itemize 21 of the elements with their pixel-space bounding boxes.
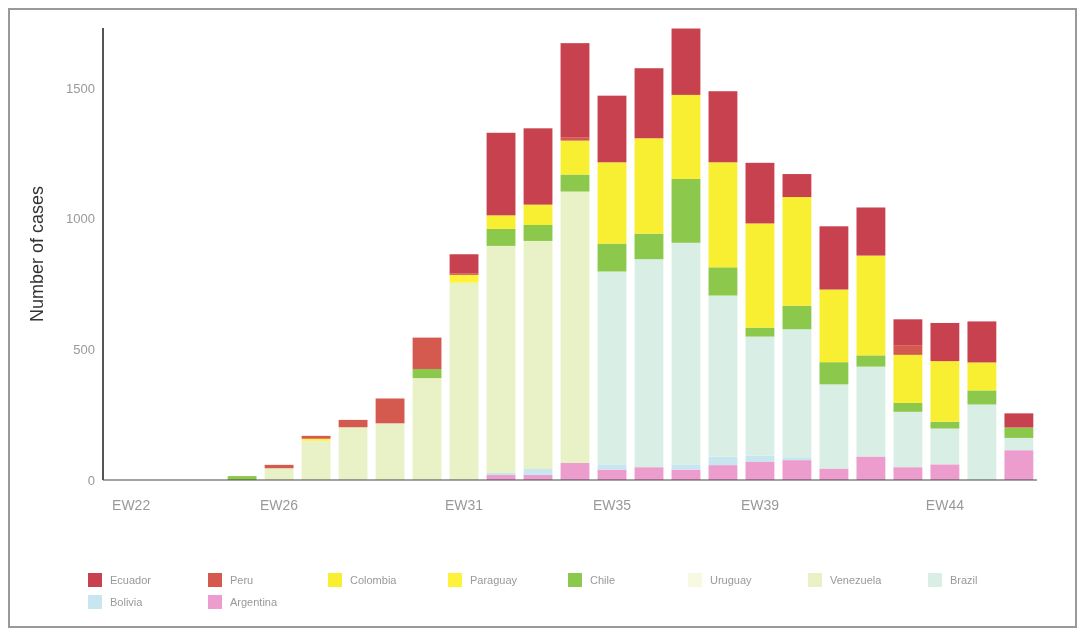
legend-label: Colombia: [350, 573, 398, 586]
y-tick-label: 500: [73, 341, 95, 357]
x-tick-label: EW22: [112, 497, 151, 513]
legend-label: Paraguay: [470, 573, 518, 586]
legend-label: Bolivia: [110, 595, 144, 608]
y-tick-label: 1000: [66, 211, 95, 227]
y-axis-title: Number of cases: [27, 185, 47, 323]
legend-label: Argentina: [230, 595, 278, 608]
x-tick-label: EW35: [592, 497, 632, 513]
x-tick-label: EW26: [260, 497, 299, 513]
x-tick-label: EW39: [740, 497, 780, 513]
x-tick-label: EW31: [444, 497, 484, 513]
legend-label: Ecuador: [110, 573, 152, 586]
legend-label: Chile: [590, 573, 616, 586]
legend-label: Uruguay: [710, 573, 753, 586]
y-tick-label: 1500: [66, 80, 95, 96]
legend-label: Peru: [230, 573, 254, 586]
y-tick-label: 0: [87, 472, 95, 488]
legend-label: Brazil: [950, 573, 978, 586]
legend-label: Venezuela: [830, 573, 883, 586]
x-tick-label: EW44: [925, 497, 965, 513]
